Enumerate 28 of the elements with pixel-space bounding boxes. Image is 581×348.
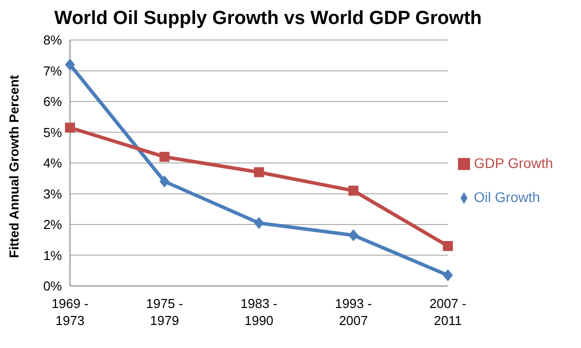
point <box>348 229 358 242</box>
x-tick-label: 1993 - 2007 <box>334 296 372 328</box>
y-tick-label: 0% <box>43 278 62 294</box>
point <box>442 269 453 282</box>
legend-label: GDP Growth <box>474 155 553 171</box>
chart-title: World Oil Supply Growth vs World GDP Growth <box>53 8 483 30</box>
point <box>65 122 75 133</box>
y-tick-label: 6% <box>43 94 62 110</box>
point <box>159 175 170 188</box>
x-tick-label: 1983 - 1990 <box>240 296 278 328</box>
x-tick-label: 2007 - 2011 <box>429 296 466 328</box>
point <box>348 186 358 196</box>
y-tick-label: 4% <box>43 156 62 171</box>
y-tick-label: 3% <box>43 186 62 202</box>
y-tick-label: 2% <box>43 217 62 232</box>
point <box>159 152 170 162</box>
y-axis-title: Fitted Annual Growth Percent <box>6 74 22 258</box>
y-tick-label: 7% <box>43 63 62 78</box>
y-tick-label: 1% <box>43 248 62 263</box>
y-tick-label: 8% <box>43 32 62 48</box>
x-tick-label: 1975 - 1979 <box>146 296 183 328</box>
point <box>442 241 453 252</box>
y-tick-label: 5% <box>43 124 62 140</box>
point <box>254 167 264 178</box>
point <box>254 216 264 229</box>
point <box>65 58 75 71</box>
x-tick-label: 1969 - 1973 <box>52 296 88 328</box>
legend-label: Oil Growth <box>474 189 540 205</box>
